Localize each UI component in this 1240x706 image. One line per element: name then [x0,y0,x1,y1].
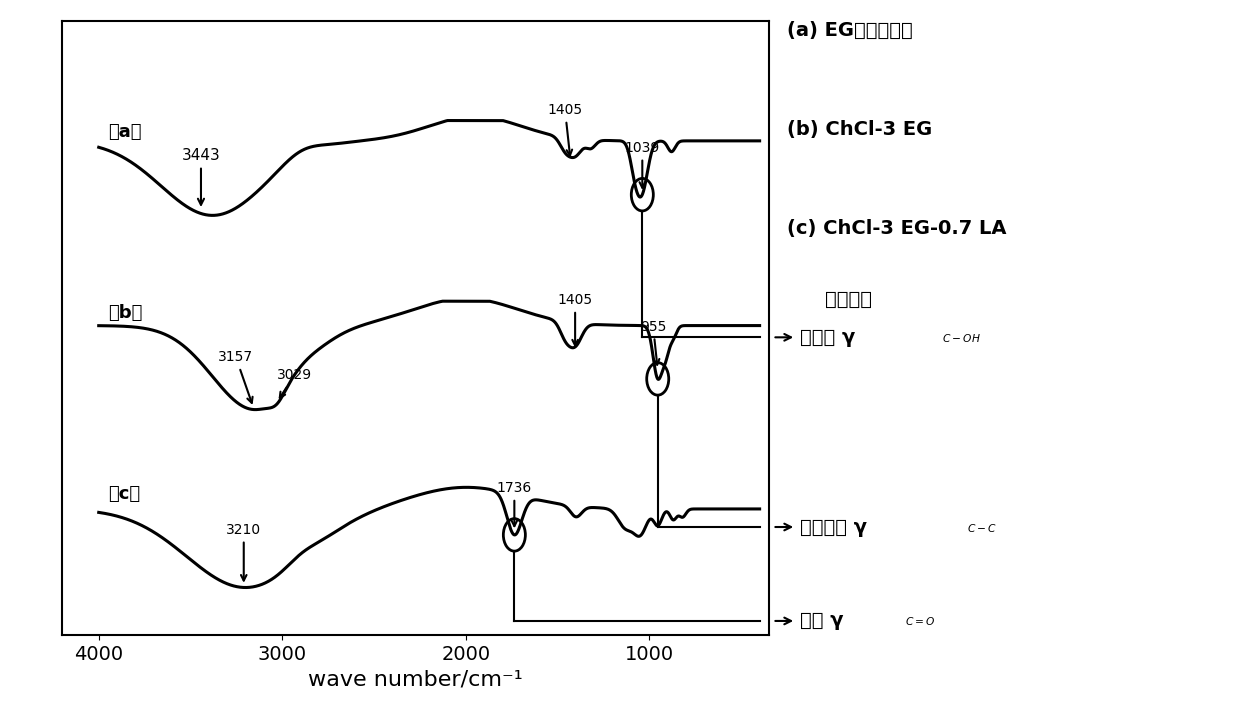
X-axis label: wave number/cm⁻¹: wave number/cm⁻¹ [308,670,523,690]
Text: 1039: 1039 [625,141,660,188]
Text: （a）: （a） [108,124,141,141]
Text: 乙二醇 γ: 乙二醇 γ [800,328,862,347]
Text: 3210: 3210 [226,523,262,580]
Text: 955: 955 [640,320,666,365]
Text: （乳酸）: （乳酸） [825,289,872,309]
Text: （c）: （c） [108,484,140,503]
Text: 氯化胆碱 γ: 氯化胆碱 γ [800,517,873,537]
Text: $_{C-C}$: $_{C-C}$ [967,520,997,534]
Text: 1736: 1736 [497,481,532,526]
Text: $_{C-OH}$: $_{C-OH}$ [942,330,981,345]
Text: 3443: 3443 [181,148,221,205]
Text: （b）: （b） [108,304,143,322]
Text: 1405: 1405 [547,103,583,155]
Text: (a) EG（乙二醇）: (a) EG（乙二醇） [787,21,913,40]
Text: 3029: 3029 [277,369,312,398]
Text: 乳酸 γ: 乳酸 γ [800,611,851,630]
Text: (c) ChCl-3 EG-0.7 LA: (c) ChCl-3 EG-0.7 LA [787,219,1007,238]
Text: 1405: 1405 [558,293,593,345]
Text: $_{C=O}$: $_{C=O}$ [905,614,936,628]
Text: 3157: 3157 [218,350,253,403]
Text: (b) ChCl-3 EG: (b) ChCl-3 EG [787,120,932,139]
